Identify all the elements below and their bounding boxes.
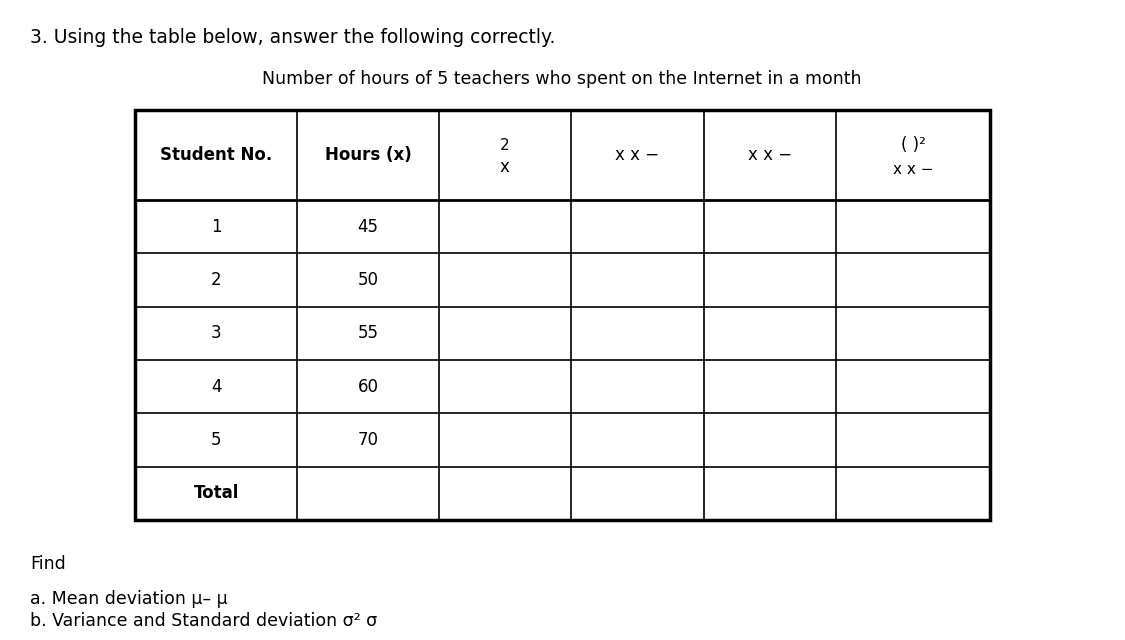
Text: 1: 1 xyxy=(210,218,222,236)
Text: x: x xyxy=(500,158,510,176)
Text: 4: 4 xyxy=(212,378,222,396)
Text: x x −: x x − xyxy=(615,146,659,164)
Text: Find: Find xyxy=(30,555,65,573)
Text: b. Variance and Standard deviation σ² σ: b. Variance and Standard deviation σ² σ xyxy=(30,612,377,630)
Text: 2: 2 xyxy=(500,138,510,152)
Text: a. Mean deviation μ– μ: a. Mean deviation μ– μ xyxy=(30,590,227,608)
Text: x x −: x x − xyxy=(893,161,934,177)
Text: 70: 70 xyxy=(358,431,378,449)
Text: 2: 2 xyxy=(210,271,222,289)
Text: 55: 55 xyxy=(358,324,378,342)
Text: 3. Using the table below, answer the following correctly.: 3. Using the table below, answer the fol… xyxy=(30,28,556,47)
Text: 3: 3 xyxy=(210,324,222,342)
Text: ( )²: ( )² xyxy=(901,136,926,154)
Bar xyxy=(135,110,990,520)
Text: 5: 5 xyxy=(212,431,222,449)
Text: Student No.: Student No. xyxy=(160,146,272,164)
Text: 60: 60 xyxy=(358,378,378,396)
Text: x x −: x x − xyxy=(748,146,792,164)
Text: Number of hours of 5 teachers who spent on the Internet in a month: Number of hours of 5 teachers who spent … xyxy=(262,70,862,88)
Text: Total: Total xyxy=(193,484,238,502)
Text: Hours (x): Hours (x) xyxy=(325,146,412,164)
Text: 50: 50 xyxy=(358,271,378,289)
Text: 45: 45 xyxy=(358,218,378,236)
